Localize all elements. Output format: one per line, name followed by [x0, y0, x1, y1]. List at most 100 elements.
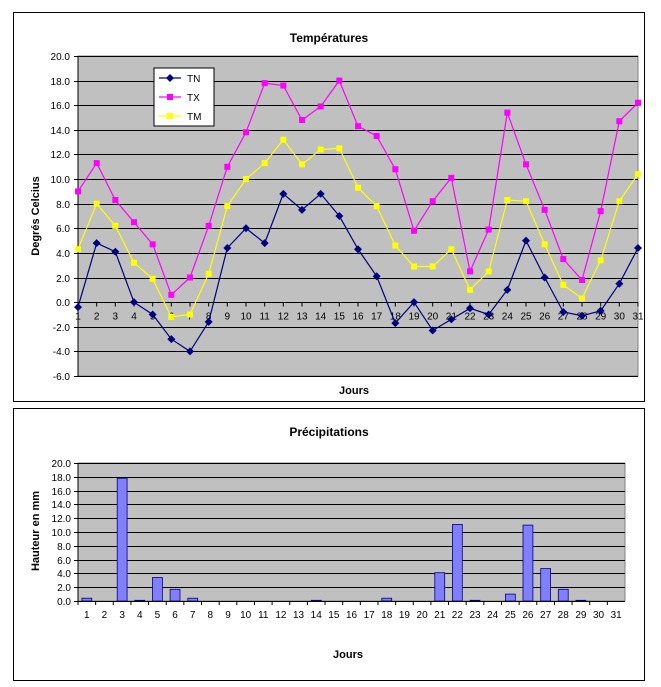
y-tick-label: 2.0	[56, 274, 70, 285]
point-tn	[372, 272, 381, 281]
point-tx	[429, 198, 436, 205]
x-tick-label: 31	[611, 610, 623, 621]
point-tm	[429, 263, 436, 270]
point-tx	[523, 161, 529, 168]
x-tick-label: 25	[505, 610, 517, 621]
point-tn	[204, 317, 213, 326]
x-tick-label: 17	[371, 312, 383, 323]
point-tx	[93, 160, 100, 167]
y-tick-label: 4.0	[56, 249, 70, 260]
x-tick-label: 19	[408, 312, 420, 323]
y-tick-label: 8.0	[57, 542, 71, 553]
x-tick-label: 27	[540, 610, 552, 621]
x-tick-label: 19	[399, 610, 411, 621]
bar	[310, 599, 322, 602]
bar	[575, 599, 587, 602]
x-axis-label: Jours	[339, 385, 369, 397]
point-tm	[560, 281, 567, 288]
y-tick-label: 2.0	[57, 583, 71, 594]
legend-marker	[166, 74, 174, 82]
point-tx	[504, 109, 511, 116]
y-tick-label: -6.0	[53, 372, 71, 383]
bar	[169, 588, 181, 602]
y-tick-label: 14.0	[51, 126, 71, 137]
point-tx	[131, 219, 137, 226]
point-tn	[484, 310, 493, 319]
point-tx	[112, 197, 119, 203]
point-tx	[224, 163, 231, 170]
bar	[469, 599, 481, 602]
point-tx	[336, 77, 343, 84]
y-tick-label: 16.0	[52, 487, 72, 498]
y-axis-label: Hauteur en mm	[30, 491, 42, 571]
point-tx	[411, 227, 417, 234]
point-tm	[448, 246, 455, 253]
y-tick-label: -4.0	[53, 347, 71, 358]
chart-title: Précipitations	[289, 425, 369, 439]
point-tn	[466, 304, 474, 313]
point-tn	[578, 311, 586, 320]
y-tick-label: 6.0	[57, 556, 71, 567]
y-tick-label: 0.0	[57, 597, 71, 608]
point-tm	[504, 197, 511, 203]
y-tick-label: 10.0	[51, 175, 71, 186]
x-tick-label: 30	[593, 610, 605, 621]
point-tx	[560, 256, 567, 263]
point-tm	[467, 286, 473, 293]
point-tn	[167, 335, 176, 344]
point-tx	[597, 208, 604, 215]
legend-marker	[167, 113, 173, 119]
x-tick-label: 15	[328, 610, 340, 621]
point-tn	[186, 347, 194, 356]
x-tick-label: 18	[381, 610, 393, 621]
point-tm	[392, 242, 399, 249]
bar	[381, 597, 393, 602]
x-tick-label: 7	[190, 610, 196, 621]
point-tm	[93, 200, 100, 207]
point-tm	[317, 146, 324, 153]
point-tm	[280, 136, 287, 143]
x-tick-label: 12	[278, 312, 290, 323]
legend-label: TN	[187, 74, 200, 85]
point-tn	[298, 205, 306, 214]
point-tm	[168, 313, 175, 320]
x-tick-label: 2	[94, 312, 100, 323]
point-tm	[187, 311, 193, 318]
x-tick-label: 27	[558, 312, 570, 323]
point-tm	[616, 198, 623, 205]
point-tn	[335, 212, 344, 220]
bar	[116, 477, 128, 602]
y-tick-label: 6.0	[56, 224, 70, 235]
point-tn	[354, 245, 362, 254]
y-axis-label: Degrés Celcius	[30, 176, 42, 255]
point-tx	[541, 206, 548, 213]
point-tx	[187, 274, 193, 281]
point-tm	[541, 241, 548, 248]
point-tx	[261, 80, 268, 87]
point-tx	[579, 277, 585, 283]
point-tm	[205, 270, 212, 277]
y-tick-label: 4.0	[57, 569, 71, 580]
point-tx	[467, 268, 473, 275]
x-tick-label: 20	[427, 312, 439, 323]
point-tm	[149, 275, 156, 282]
x-tick-label: 25	[520, 312, 532, 323]
x-tick-label: 1	[75, 312, 81, 323]
x-tick-label: 3	[119, 610, 125, 621]
bar	[557, 588, 569, 602]
x-tick-label: 4	[131, 312, 137, 323]
point-tn	[634, 244, 642, 252]
y-tick-label: 18.0	[52, 473, 72, 484]
point-tx	[317, 103, 324, 110]
bar	[187, 597, 199, 602]
x-tick-label: 15	[334, 312, 346, 323]
temperature-chart-panel: -6.0 -4.0 -2.0 0.0 2.0 4.0 6.0 8.0 10.0 12.0 14.0 1…	[13, 12, 645, 402]
x-tick-label: 13	[293, 610, 305, 621]
x-tick-label: 10	[240, 610, 252, 621]
precipitation-chart-panel: 0.0 2.0 4.0 6.0 8.0 10.0 12.0 14.0 16.0 18.0 20.0 1…	[13, 408, 645, 681]
point-tm	[579, 295, 585, 302]
point-tm	[597, 257, 604, 264]
point-tx	[149, 241, 156, 248]
x-tick-label: 3	[113, 312, 119, 323]
y-tick-label: 12.0	[51, 150, 71, 161]
